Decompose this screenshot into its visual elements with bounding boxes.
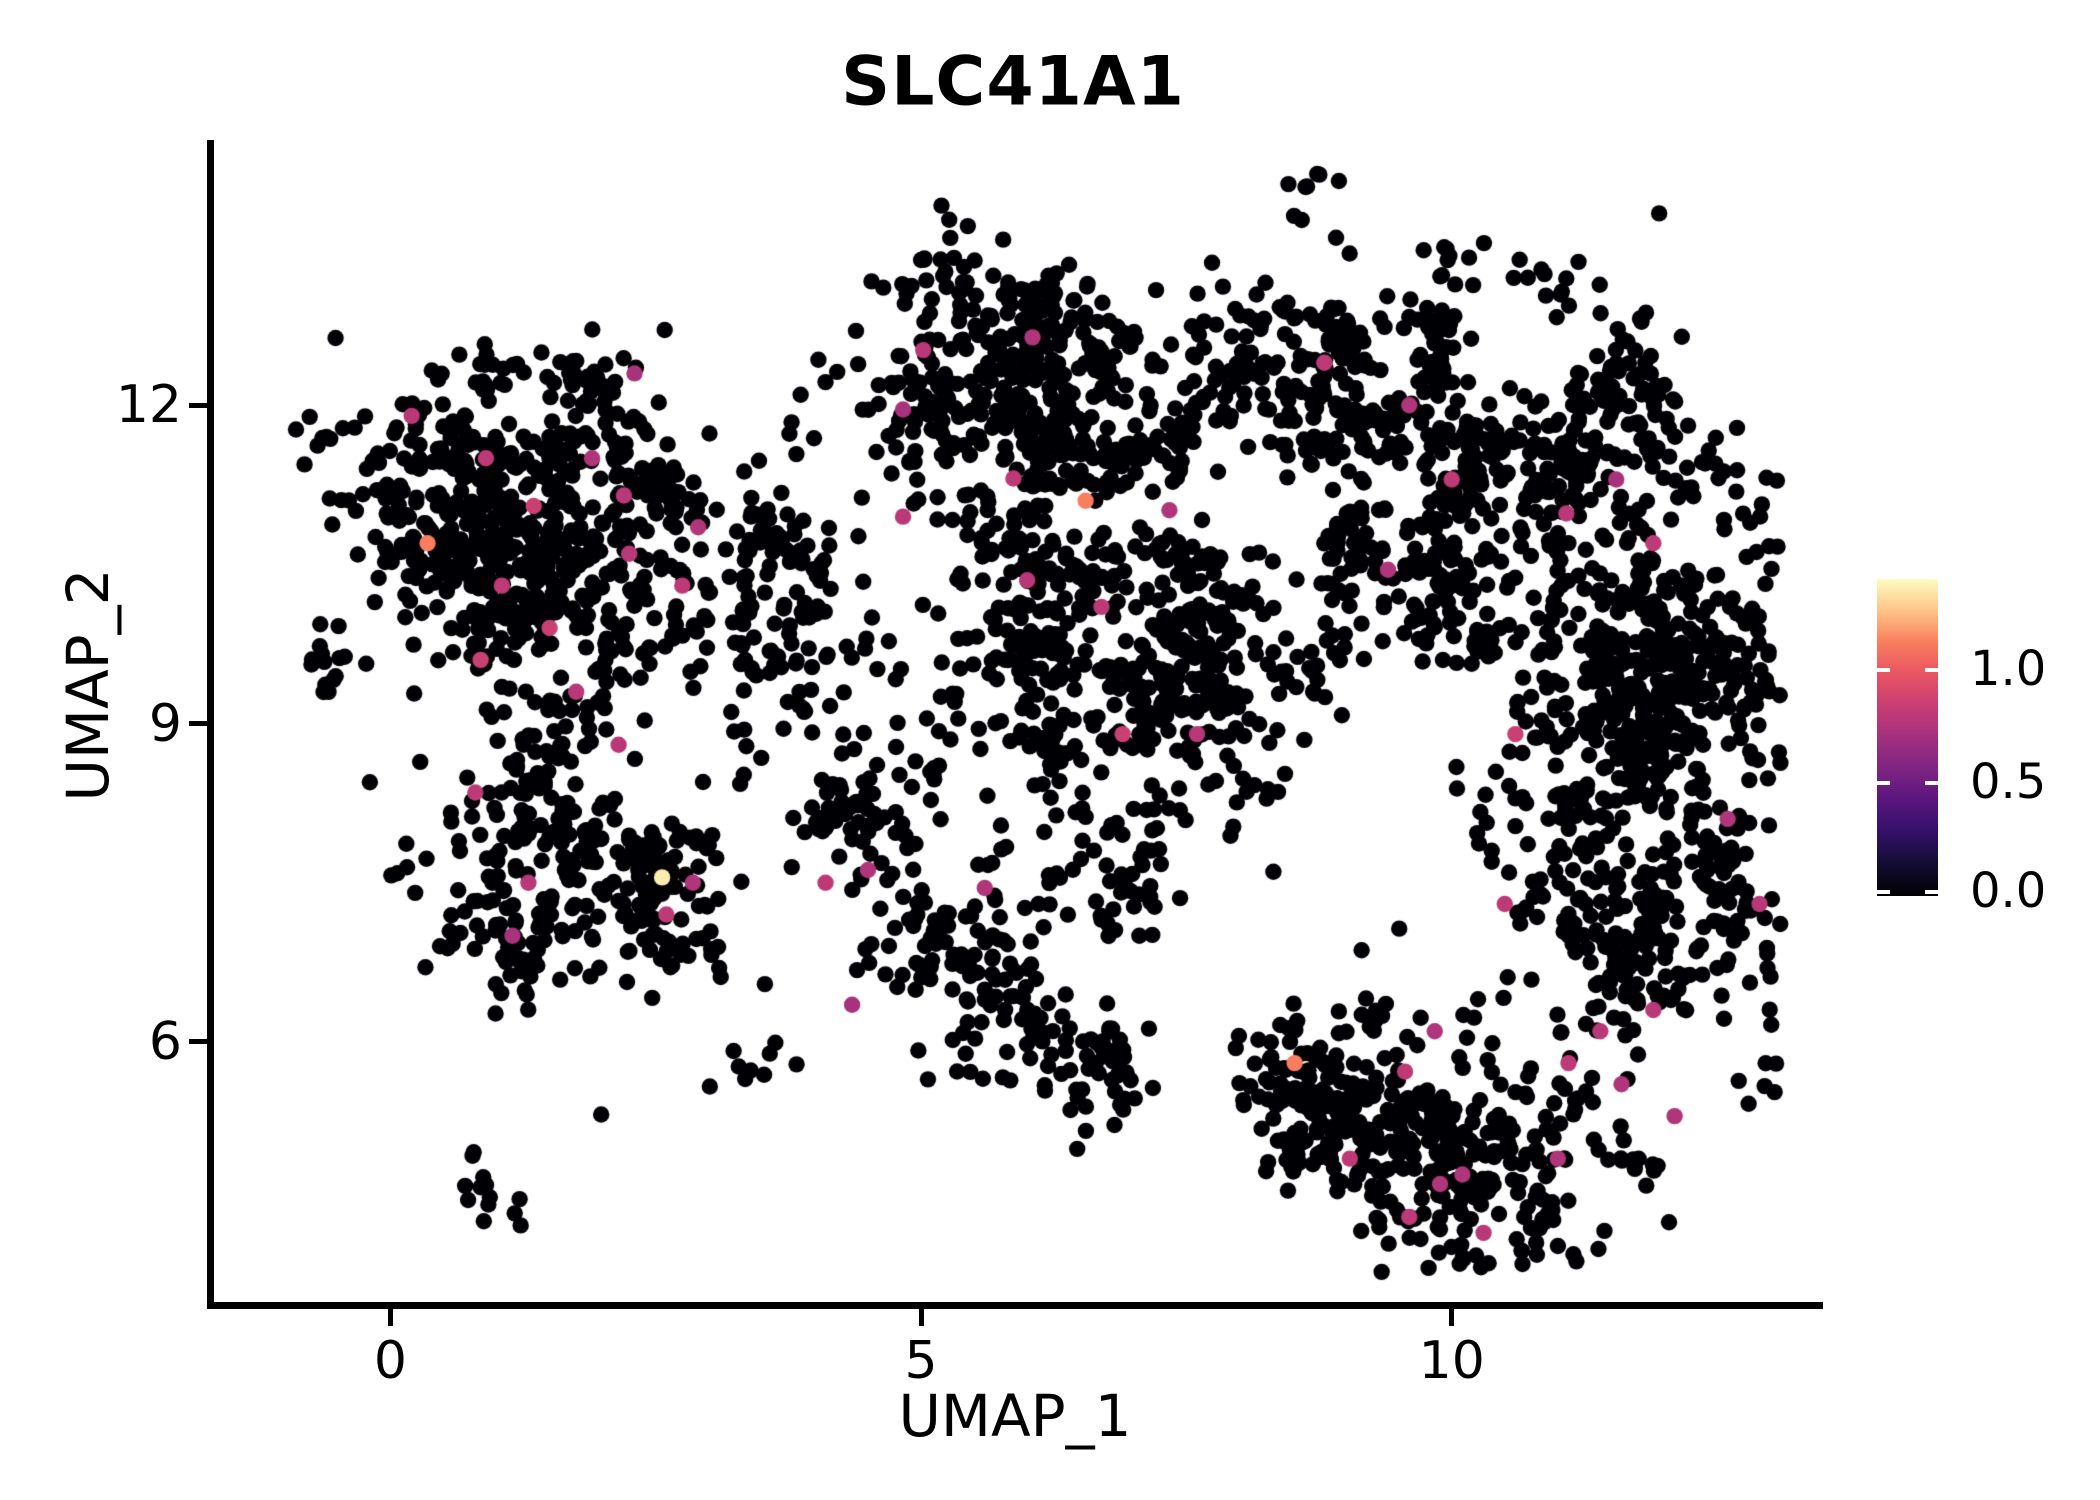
y-tick-mark — [189, 721, 207, 727]
colorbar-gradient — [1877, 579, 1938, 896]
plot-title: SLC41A1 — [841, 42, 1185, 122]
colorbar-tick-label: 0.0 — [1970, 863, 2047, 919]
x-tick-mark — [918, 1308, 924, 1326]
x-tick-label: 0 — [373, 1331, 407, 1391]
colorbar-tick-mark — [1925, 667, 1938, 672]
y-axis-spine — [207, 140, 214, 1309]
x-tick-mark — [1449, 1308, 1455, 1326]
x-tick-mark — [387, 1308, 393, 1326]
colorbar-tick-mark — [1925, 780, 1938, 785]
y-tick-label: 12 — [115, 375, 182, 436]
x-tick-label: 10 — [1418, 1331, 1485, 1391]
colorbar-tick-mark — [1877, 780, 1890, 785]
colorbar-tick-label: 0.5 — [1970, 753, 2047, 810]
x-tick-label: 5 — [904, 1331, 938, 1391]
colorbar-tick-mark — [1877, 667, 1890, 672]
colorbar-tick-label: 1.0 — [1970, 640, 2047, 697]
y-tick-mark — [189, 1039, 207, 1045]
colorbar-tick-mark — [1925, 890, 1938, 894]
x-axis-spine — [207, 1302, 1823, 1309]
y-tick-label: 9 — [148, 693, 182, 754]
colorbar-tick-mark — [1877, 890, 1890, 894]
y-tick-mark — [189, 402, 207, 408]
y-axis-label: UMAP_2 — [54, 568, 122, 802]
x-axis-label: UMAP_1 — [898, 1382, 1132, 1450]
y-tick-label: 6 — [148, 1011, 182, 1072]
